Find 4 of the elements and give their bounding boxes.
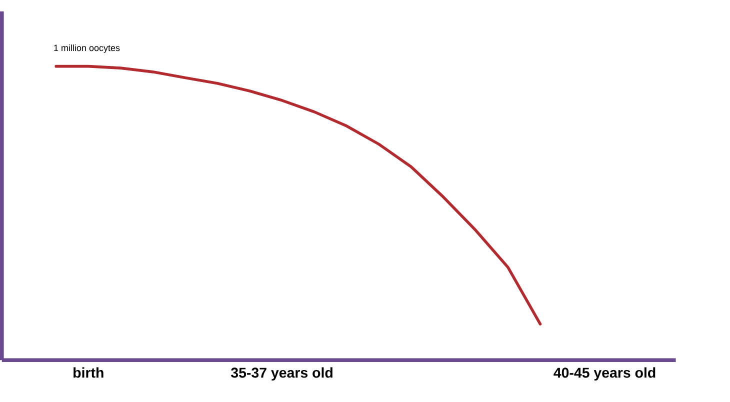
x-tick-label: 40-45 years old	[554, 367, 656, 381]
x-tick-label: birth	[74, 367, 104, 378]
text: 1 million oocytes	[54, 44, 120, 53]
x-tick-label: 35-37 years old	[231, 367, 332, 381]
